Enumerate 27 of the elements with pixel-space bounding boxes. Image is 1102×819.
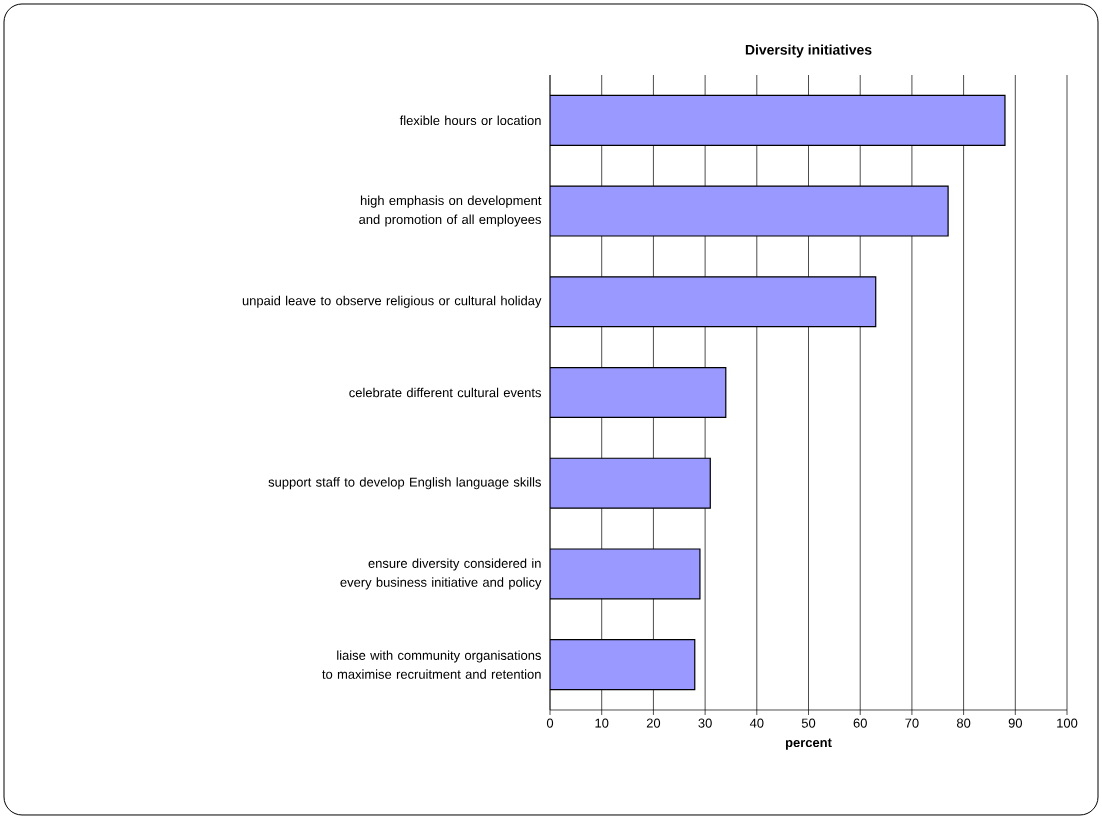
y-tick-label: ensure diversity considered in every business initiative and policy (340, 558, 542, 590)
chart-title: Diversity initiatives (745, 44, 872, 58)
x-tick-label: 60 (853, 718, 867, 728)
y-tick-label: support staff to develop English language skills (268, 477, 541, 490)
bar (550, 94, 1006, 146)
x-tick-label: 20 (646, 718, 661, 728)
x-tick-label: 80 (956, 718, 971, 728)
x-tick-label: 100 (1057, 718, 1078, 728)
x-tick-label: 40 (749, 718, 764, 728)
y-tick-label: flexible hours or location (399, 115, 541, 126)
x-axis-title: percent (785, 738, 832, 750)
bar (550, 366, 727, 419)
bar (550, 639, 696, 691)
x-tick-label: 30 (698, 718, 712, 728)
y-tick-label: liaise with community organisations to maximise recruitment and retention (322, 650, 541, 679)
bar (550, 548, 701, 600)
x-tick-label: 50 (801, 718, 816, 728)
y-tick-label: unpaid leave to observe religious or cultural holiday (242, 295, 542, 308)
x-tick-label: 90 (1008, 718, 1023, 728)
bar (550, 276, 877, 328)
y-tick-label: celebrate different cultural events (349, 387, 541, 398)
x-tick-label: 10 (595, 718, 609, 728)
bar (550, 457, 711, 509)
y-tick-label: high emphasis on development and promotion of all employees (359, 195, 542, 227)
x-tick-label: 70 (905, 718, 919, 728)
x-tick-label: 0 (546, 718, 554, 728)
bar (550, 185, 949, 237)
